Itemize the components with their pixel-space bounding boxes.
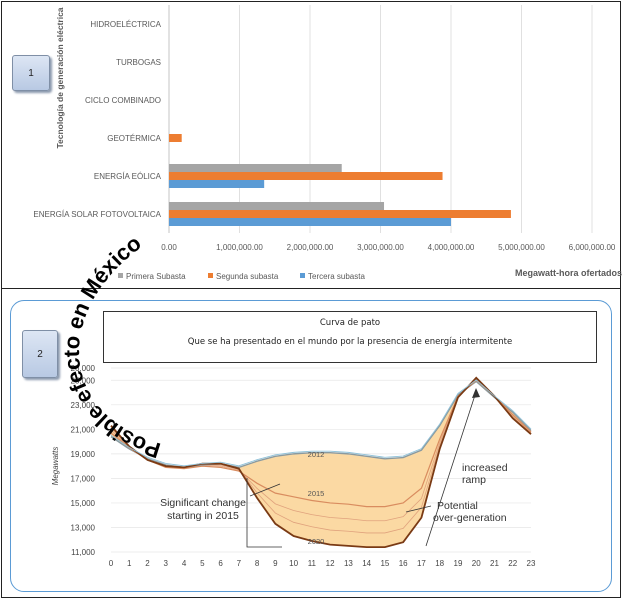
legend-swatch [118,273,123,278]
bar-x-tick-label: 2,000,000.00 [287,243,334,252]
significant-change-bracket [246,478,282,548]
duck-y-tick-label: 19,000 [71,450,96,459]
duck-x-tick-label: 3 [164,559,169,568]
legend-label: Segunda subasta [216,272,279,281]
duck-x-tick-label: 15 [380,559,389,568]
annotation-overgen-1: Potential [437,500,478,512]
duck-x-tick-label: 12 [326,559,335,568]
bar-x-tick-label: 4,000,000.00 [428,243,475,252]
duck-x-tick-label: 21 [490,559,499,568]
y-axis-label: Tecnología de generación eléctrica [55,7,65,148]
duck-x-tick-label: 13 [344,559,353,568]
duck-x-tick-label: 17 [417,559,426,568]
duck-x-tick-label: 23 [527,559,536,568]
duck-y-axis-label: Megawatts [51,447,60,486]
section-divider [1,288,621,289]
duck-x-tick-label: 2 [145,559,150,568]
duck-x-tick-label: 14 [362,559,371,568]
duck-x-tick-label: 5 [200,559,205,568]
bar-segunda-subasta [169,134,182,142]
duck-y-tick-label: 23,000 [71,401,96,410]
annotation-significant-change-2: starting in 2015 [167,510,239,522]
increased-ramp-arrowhead [472,388,480,398]
bar-tercera-subasta [169,218,451,226]
badge-2: 2 [22,330,58,378]
duck-x-tick-label: 0 [109,559,114,568]
annotation-increased-ramp-1: increased [462,462,508,474]
bar-segunda-subasta [169,210,511,218]
duck-x-tick-label: 22 [508,559,517,568]
duck-x-tick-label: 4 [182,559,187,568]
duck-series-label: 2012 [308,450,325,459]
caption-title: Curva de pato [319,318,381,328]
duck-x-tick-label: 19 [454,559,463,568]
overgeneration-area [111,377,531,548]
bar-category-label: TURBOGAS [116,58,161,67]
bar-tercera-subasta [169,180,265,188]
bar-segunda-subasta [169,172,443,180]
x-axis-label: Megawatt-hora ofertados [515,268,622,278]
bar-category-label: CICLO COMBINADO [85,96,161,105]
duck-x-tick-label: 20 [472,559,481,568]
duck-series-label: 2015 [308,489,325,498]
bar-x-tick-label: 6,000,000.00 [569,243,616,252]
annotation-increased-ramp-2: ramp [462,474,486,486]
bar-category-label: ENERGÍA SOLAR FOTOVOLTAICA [33,210,161,219]
legend-label: Tercera subasta [308,272,365,281]
duck-x-tick-label: 6 [218,559,223,568]
increased-ramp-arrow [425,391,477,547]
bar-category-label: ENERGÍA EÓLICA [94,172,162,181]
overgen-leader [405,505,432,513]
duck-y-tick-label: 11,000 [71,548,95,557]
duck-y-tick-label: 15,000 [71,499,96,508]
bar-primera-subasta [169,202,385,210]
duck-x-tick-label: 16 [399,559,408,568]
bar-x-tick-label: 0.00 [161,243,177,252]
duck-series-label: 2020 [308,537,325,546]
duck-line-2012-highlight [110,379,532,467]
bar-x-tick-label: 3,000,000.00 [357,243,404,252]
badge-1: 1 [12,55,50,91]
legend-label: Primera Subasta [126,272,186,281]
annotation-overgen-2: over-generation [433,512,507,524]
bar-primera-subasta [169,164,342,172]
duck-y-tick-label: 21,000 [71,425,96,434]
duck-y-tick-label: 25,000 [71,376,96,385]
bar-category-label: GEOTÉRMICA [107,134,161,143]
duck-x-tick-label: 1 [127,559,132,568]
caption-box: Curva de pato Que se ha presentado en el… [103,311,597,363]
duck-y-tick-label: 17,000 [71,474,96,483]
bar-x-tick-label: 1,000,000.00 [216,243,263,252]
duck-x-tick-label: 11 [308,559,317,568]
duck-curve-panel [10,300,612,592]
bar-category-label: HIDROELÉCTRICA [90,20,161,29]
duck-x-tick-label: 18 [435,559,444,568]
duck-x-tick-label: 10 [289,559,298,568]
significant-change-leader [249,483,281,497]
duck-line-2020 [110,376,532,548]
duck-x-tick-label: 9 [273,559,278,568]
duck-y-tick-label: 13,000 [71,523,96,532]
duck-x-tick-label: 8 [255,559,260,568]
duck-x-tick-label: 7 [237,559,242,568]
legend-swatch [300,273,305,278]
caption-subtitle: Que se ha presentado en el mundo por la … [187,337,513,347]
annotation-significant-change-1: Significant change [160,497,246,509]
bar-x-tick-label: 5,000,000.00 [498,243,545,252]
legend-swatch [208,273,213,278]
duck-y-tick-label: 26,000 [71,364,96,373]
bar-chart: HIDROELÉCTRICA TURBOGAS CICLO COMBINADO GEO… [33,5,622,281]
